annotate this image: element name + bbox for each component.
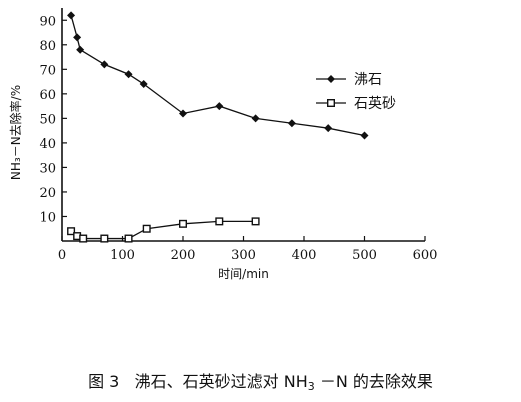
data-point	[124, 70, 133, 79]
x-tick-label: 100	[110, 248, 135, 263]
data-point	[79, 234, 88, 243]
y-tick-label: 90	[39, 14, 56, 29]
x-axis-title: 时间/min	[218, 267, 269, 281]
data-point	[179, 109, 187, 118]
y-axis-title: NH₃－N去除率/%	[8, 85, 23, 180]
series-1	[67, 11, 369, 140]
y-tick-label: 20	[39, 186, 56, 201]
y-tick-label: 60	[39, 88, 56, 103]
y-tick-label: 30	[39, 161, 56, 176]
legend-label: 沸石	[354, 72, 382, 88]
legend-label: 石英砂	[354, 95, 396, 112]
data-point	[73, 33, 82, 42]
data-point	[139, 80, 148, 89]
data-point	[67, 11, 76, 20]
x-tick-label: 0	[58, 248, 66, 263]
legend-marker	[327, 98, 336, 107]
data-point	[67, 227, 76, 236]
series-line	[70, 220, 256, 240]
x-tick-label: 200	[171, 248, 196, 263]
caption-text-after: －N 的去除效果	[314, 372, 433, 391]
caption-subscript: 3	[307, 380, 315, 393]
data-point	[287, 119, 296, 128]
series-line	[70, 15, 365, 137]
data-point	[251, 114, 260, 123]
y-tick-label: 50	[39, 112, 56, 127]
y-tick-label: 40	[39, 137, 56, 152]
y-tick-label: 70	[39, 63, 56, 78]
y-tick-label: 10	[39, 210, 56, 225]
legend-marker	[327, 75, 335, 83]
data-point	[76, 45, 85, 54]
caption-text-before: 沸石、石英砂过滤对 NH	[134, 372, 308, 391]
x-tick-label: 400	[292, 248, 317, 263]
series-layer	[67, 11, 369, 243]
data-point	[360, 131, 369, 140]
y-tick-label: 80	[39, 39, 56, 54]
data-point	[324, 124, 333, 133]
ticks: 0 100 200 300 400 500 600 10 20 30 40 50 60 70 80 90	[39, 14, 437, 263]
x-tick-label: 300	[231, 248, 256, 263]
data-point	[215, 102, 224, 111]
data-point	[100, 60, 109, 69]
line-chart: 0 100 200 300 400 500 600 10 20 30 40 50 60 70 80 90 沸石…	[8, 8, 437, 281]
x-tick-label: 500	[352, 248, 377, 263]
data-point	[251, 217, 260, 226]
x-tick-label: 600	[413, 248, 438, 263]
data-point	[100, 234, 109, 243]
axes	[61, 8, 425, 242]
data-point	[215, 217, 224, 226]
figure-label: 图 3	[88, 372, 120, 391]
data-point	[124, 234, 133, 243]
series-2	[67, 217, 260, 243]
figure-caption: 图 3 沸石、石英砂过滤对 NH3 －N 的去除效果	[0, 368, 521, 393]
data-point	[178, 219, 187, 228]
data-point	[142, 224, 151, 233]
